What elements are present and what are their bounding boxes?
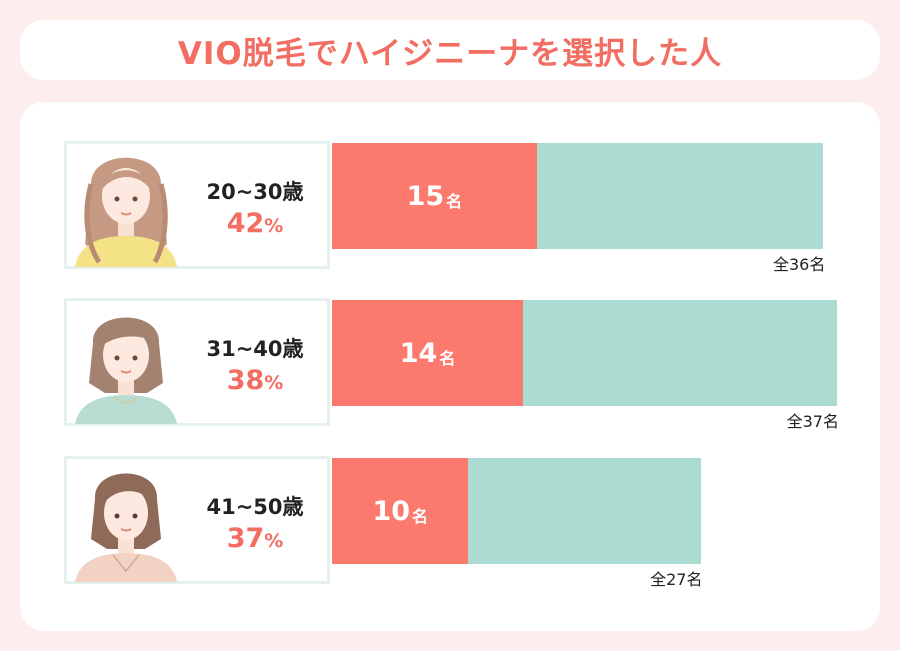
value-bar: 14 名 — [332, 300, 524, 406]
woman-portrait-illustration — [75, 317, 177, 424]
chart-row-31-40: 31~40歳 38% 14 名 全37名 — [0, 298, 900, 431]
chart-row-41-50: 41~50歳 37% 10 名 全27名 — [0, 456, 900, 589]
chart-title: VIO脱毛でハイジニーナを選択した人 — [177, 35, 723, 72]
percent-label: 42% — [226, 208, 284, 239]
woman-portrait-illustration — [75, 157, 177, 267]
count-number: 15 — [406, 180, 445, 212]
age-group-card: 41~50歳 37% — [64, 456, 330, 584]
value-bar: 10 名 — [332, 458, 469, 564]
count-number: 10 — [372, 495, 411, 527]
age-group-card: 20~30歳 42% — [64, 141, 330, 269]
percent-label: 37% — [226, 523, 284, 554]
percent-label: 38% — [226, 365, 284, 396]
age-label: 31~40歳 — [206, 337, 304, 361]
count-number: 14 — [399, 337, 438, 369]
title-banner: VIO脱毛でハイジニーナを選択した人 — [20, 20, 880, 80]
age-label: 41~50歳 — [206, 495, 304, 519]
age-group-card: 31~40歳 38% — [64, 298, 330, 426]
total-label: 全37名 — [786, 412, 839, 431]
total-label: 全27名 — [650, 570, 703, 589]
chart-row-20-30: 20~30歳 42% 15 名 全36名 — [0, 141, 900, 274]
count-unit: 名 — [446, 192, 463, 211]
value-bar: 15 名 — [332, 143, 537, 249]
age-label: 20~30歳 — [206, 180, 304, 204]
count-unit: 名 — [412, 507, 429, 526]
woman-portrait-illustration — [75, 473, 177, 582]
total-label: 全36名 — [772, 255, 826, 274]
count-unit: 名 — [439, 349, 456, 368]
